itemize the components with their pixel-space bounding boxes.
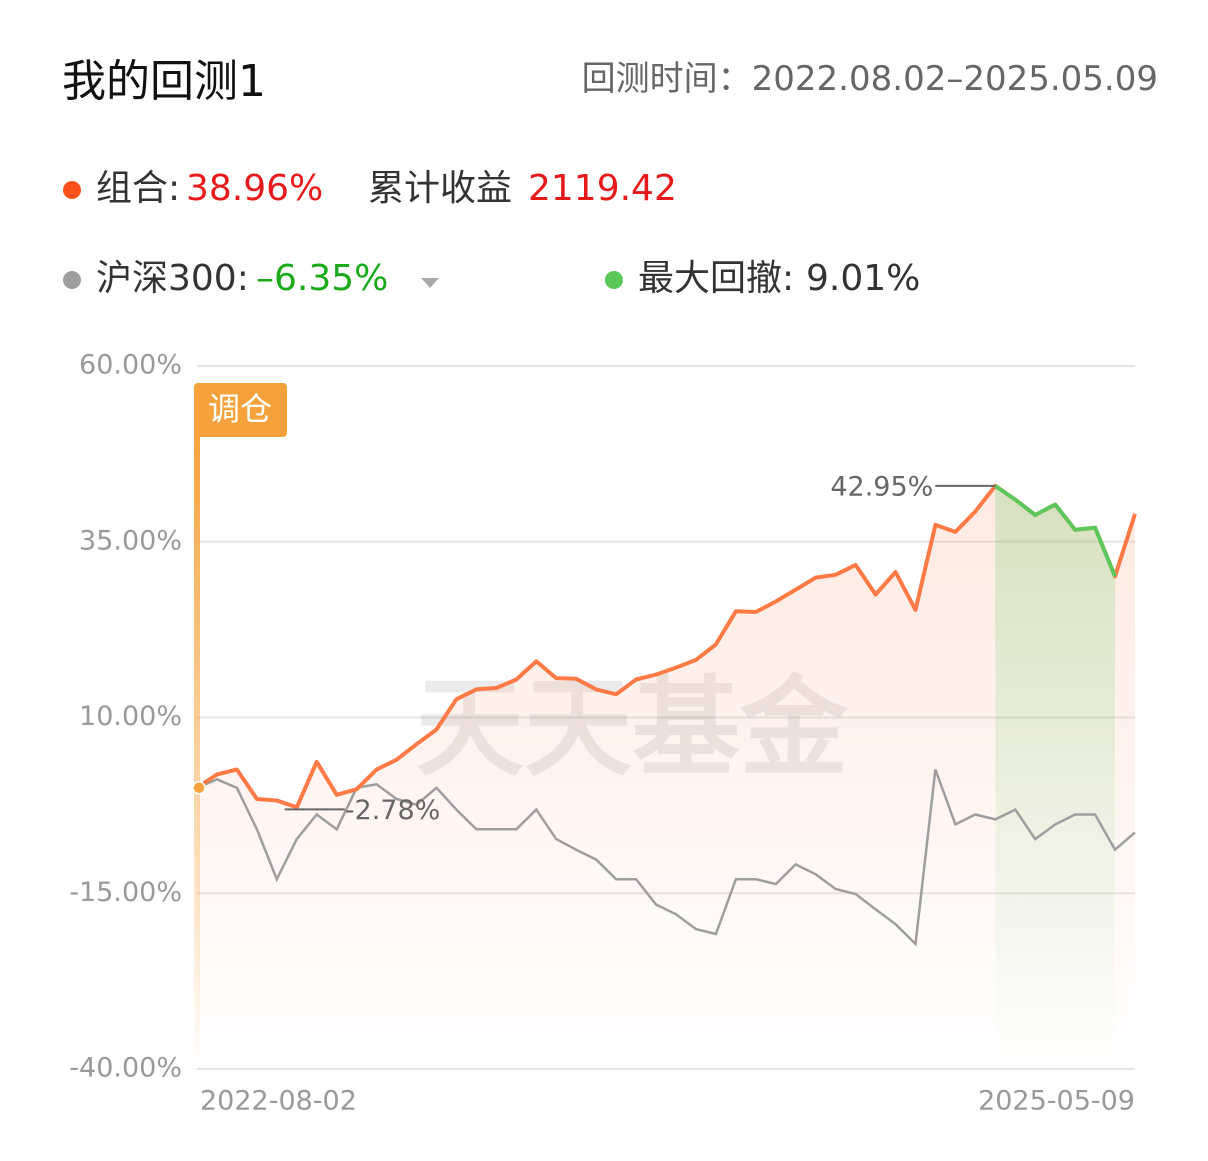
annotation: 42.95% <box>830 471 933 502</box>
legend-label: 沪深300: <box>96 258 249 299</box>
legend-value: –6.35% <box>256 258 388 299</box>
legend-label: 组合: <box>96 168 180 209</box>
y-tick-label: -15.00% <box>69 877 182 908</box>
legend-dot <box>63 181 81 199</box>
y-tick-label: 60.00% <box>79 350 182 381</box>
y-tick-label: 10.00% <box>79 701 182 732</box>
drawdown-line <box>994 484 1117 578</box>
period-value: 2022.08.02–2025.05.09 <box>752 59 1158 99</box>
legend-value: 38.96% <box>186 168 323 209</box>
rebalance-label: 调仓 <box>208 390 272 428</box>
line <box>195 483 1137 810</box>
y-tick-label: -40.00% <box>69 1053 182 1084</box>
area <box>197 485 1135 1069</box>
x-tick-label: 2025-05-09 <box>978 1086 1135 1117</box>
drawdown-area <box>995 485 1116 1069</box>
legend-value: 9.01% <box>806 258 920 299</box>
start-point <box>192 781 206 795</box>
title: 我的回测1 <box>62 56 266 107</box>
cumulative-value: 2119.42 <box>528 168 677 209</box>
rebalance-tag <box>194 383 287 437</box>
cumulative-label: 累计收益 <box>368 168 512 209</box>
annotation: -2.78% <box>345 795 441 826</box>
period-label: 回测时间： <box>582 59 752 99</box>
period: 回测时间：2022.08.02–2025.05.09 <box>582 59 1158 99</box>
legend-dot <box>605 271 623 289</box>
dropdown[interactable] <box>421 278 439 288</box>
legend-dot <box>63 271 81 289</box>
y-tick-label: 35.00% <box>79 525 182 556</box>
legend-label: 最大回撤: <box>638 258 794 299</box>
rebalance-bar <box>194 430 200 1069</box>
line <box>196 769 1136 947</box>
x-tick-label: 2022-08-02 <box>200 1086 357 1117</box>
